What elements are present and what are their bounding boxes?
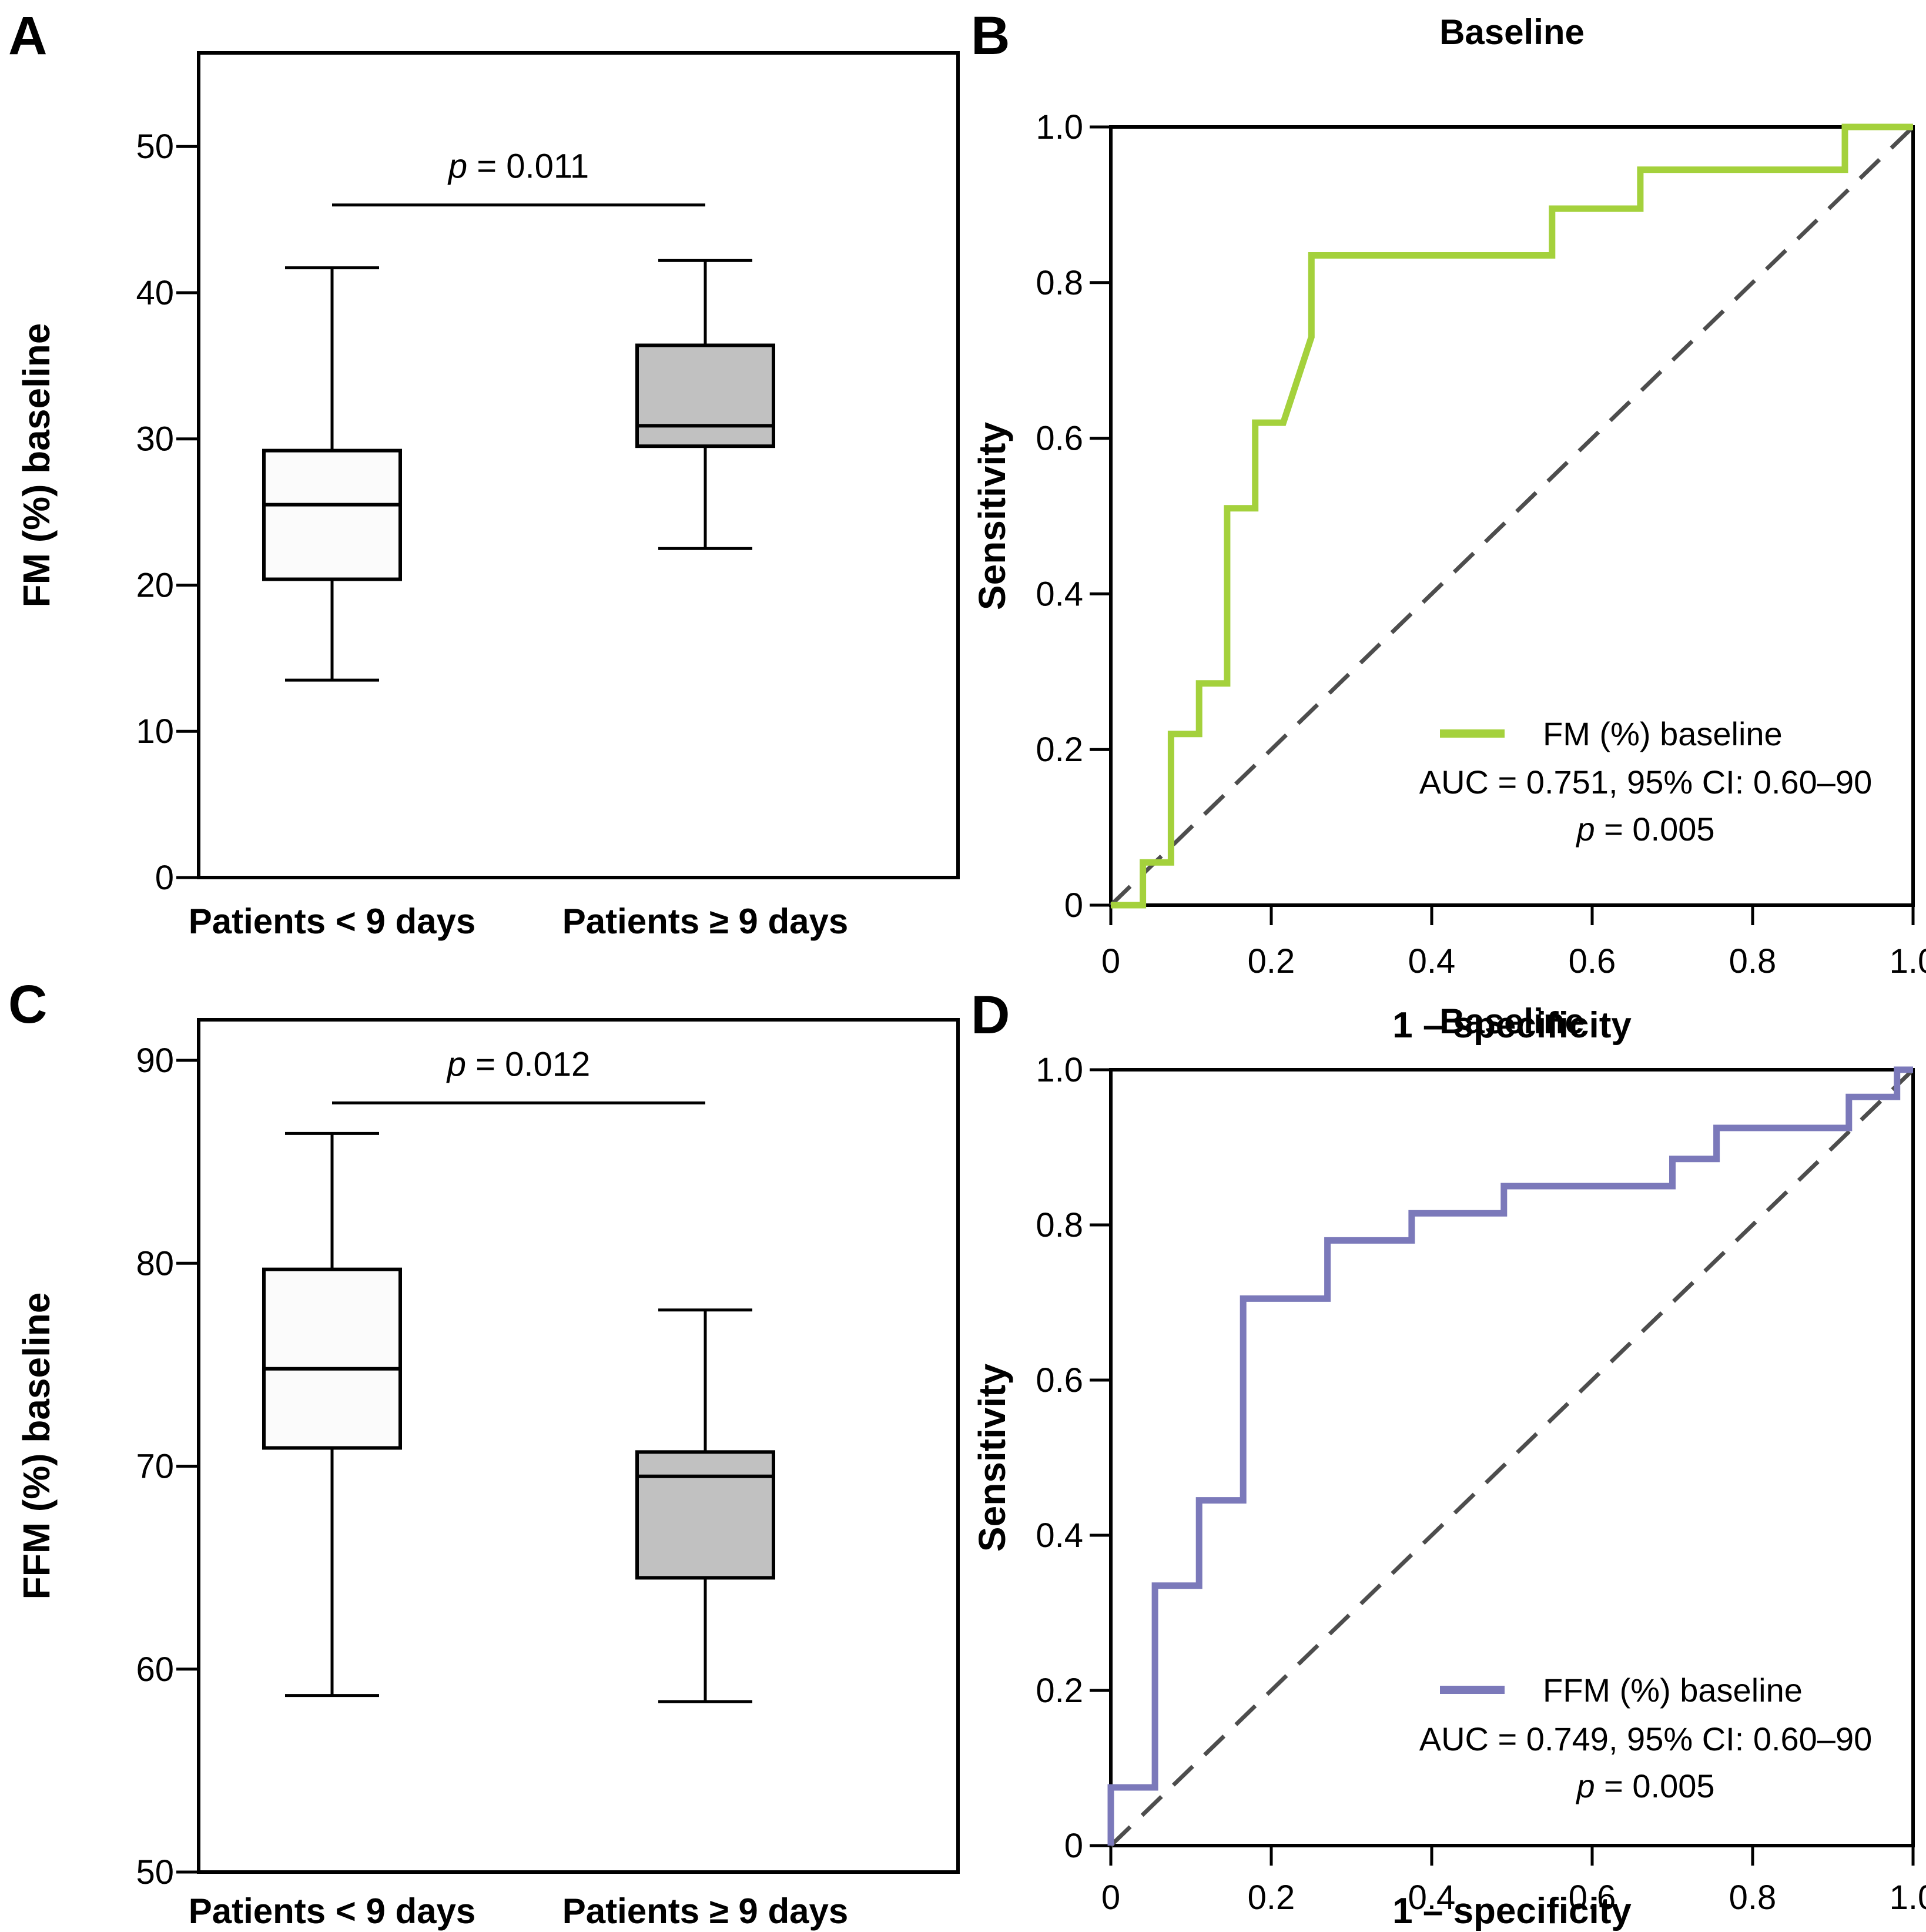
y-tick-label-B: 0.6 <box>1036 420 1083 458</box>
legend-label-B: FM (%) baseline <box>1543 715 1783 752</box>
y-tick-label-D: 1.0 <box>1036 1051 1083 1089</box>
panel-A: A 0 10 20 30 40 50 FM (%) baseline Patients < 9 … <box>8 6 960 941</box>
box-A-2 <box>635 259 775 550</box>
x-tick-label-B: 0.4 <box>1408 942 1456 980</box>
plot-border-D <box>1109 1068 1915 1847</box>
y-tick-label-A: 40 <box>136 274 174 312</box>
category-label-C-1: Patients < 9 days <box>189 1891 476 1931</box>
panel-letter-D: D <box>971 985 1010 1045</box>
x-tick-label-D: 0.8 <box>1729 1879 1777 1917</box>
x-axis-title-B: 1 – specificity <box>1392 1005 1632 1046</box>
y-tick-label-C: 90 <box>136 1042 174 1080</box>
panel-letter-C: C <box>8 975 47 1034</box>
y-tick-label-B: 1.0 <box>1036 108 1083 146</box>
y-tick-label-A: 10 <box>136 712 174 751</box>
y-tick-label-C: 50 <box>136 1853 174 1891</box>
y-tick-label-A: 0 <box>155 859 174 897</box>
y-tick-label-D: 0.8 <box>1036 1206 1083 1244</box>
y-tick-label-A: 50 <box>136 128 174 166</box>
y-tick-label-B: 0.4 <box>1036 575 1083 613</box>
y-tick-label-D: 0.6 <box>1036 1361 1083 1399</box>
legend-auc-D: AUC = 0.749, 95% CI: 0.60–90 <box>1419 1720 1873 1757</box>
roc-curve-D <box>1107 1066 1913 1846</box>
y-axis-title-A: FM (%) baseline <box>15 323 58 608</box>
y-tick-label-B: 0.8 <box>1036 264 1083 302</box>
panel-title-D: Baseline <box>1439 1002 1585 1041</box>
p-value-label-A: p = 0.011 <box>447 148 589 186</box>
iqr-box <box>635 1450 775 1580</box>
x-tick-label-B: 1.0 <box>1890 942 1926 980</box>
x-tick-label-D: 0.4 <box>1408 1879 1456 1917</box>
y-tick-label-A: 20 <box>136 566 174 604</box>
y-tick-label-B: 0.2 <box>1036 731 1083 769</box>
roc-curve-B <box>1111 123 1913 909</box>
y-axis-title-C: FFM (%) baseline <box>15 1293 58 1600</box>
plot-border-C <box>197 1018 960 1874</box>
y-tick-label-C: 60 <box>136 1650 174 1689</box>
y-axis-title-D: Sensitivity <box>971 1364 1013 1552</box>
y-axis-title-B: Sensitivity <box>971 422 1013 611</box>
panel-letter-A: A <box>8 6 47 66</box>
legend-p-value-B: p = 0.005 <box>1575 811 1714 848</box>
panel-C: C 50 60 70 80 90 FFM (%) baseline Patients < 9 … <box>8 975 960 1931</box>
x-tick-label-B: 0.6 <box>1569 942 1616 980</box>
box-C-2 <box>635 1308 775 1703</box>
x-tick-label-B: 0 <box>1101 942 1120 980</box>
legend-p-value-D: p = 0.005 <box>1575 1767 1714 1804</box>
iqr-box <box>635 343 775 448</box>
legend-label-D: FFM (%) baseline <box>1543 1672 1803 1709</box>
y-tick-label-D: 0.4 <box>1036 1516 1083 1555</box>
x-tick-label-D: 0 <box>1101 1879 1120 1917</box>
plot-border-B <box>1109 125 1915 907</box>
p-value-label-C: p = 0.012 <box>446 1046 591 1084</box>
y-tick-label-C: 80 <box>136 1244 174 1283</box>
plot-border-A <box>197 51 960 879</box>
panel-D: D Baseline 0 0.2 0.4 0.6 0.8 1.0 0 0.2 0.4 0.6 0.8 1.… <box>971 985 1926 1931</box>
chance-diagonal-D <box>1109 1068 1915 1847</box>
legend-auc-B: AUC = 0.751, 95% CI: 0.60–90 <box>1419 764 1873 801</box>
iqr-box <box>262 448 402 581</box>
y-tick-label-D: 0 <box>1064 1827 1083 1865</box>
box-C-1 <box>262 1131 402 1697</box>
x-tick-label-D: 0.6 <box>1569 1879 1616 1917</box>
y-tick-label-C: 70 <box>136 1448 174 1486</box>
iqr-box <box>262 1267 402 1450</box>
panel-letter-B: B <box>971 6 1010 66</box>
category-label-C-2: Patients ≥ 9 days <box>562 1891 848 1931</box>
x-tick-label-B: 0.2 <box>1248 942 1295 980</box>
x-axis-title-D: 1 – specificity <box>1392 1891 1632 1931</box>
category-label-A-2: Patients ≥ 9 days <box>562 902 848 941</box>
y-tick-label-B: 0 <box>1064 886 1083 925</box>
panel-title-B: Baseline <box>1439 12 1585 52</box>
y-tick-label-D: 0.2 <box>1036 1672 1083 1710</box>
box-A-1 <box>262 266 402 682</box>
category-label-A-1: Patients < 9 days <box>189 902 476 941</box>
y-tick-label-A: 30 <box>136 420 174 458</box>
chance-diagonal-B <box>1109 125 1915 907</box>
x-tick-label-B: 0.8 <box>1729 942 1777 980</box>
x-tick-label-D: 0.2 <box>1248 1879 1295 1917</box>
panel-B: B Baseline 0 0.2 0.4 0.6 0.8 1.0 0 0.2 0.4 0.6 0.8 1.… <box>971 6 1926 1046</box>
x-tick-label-D: 1.0 <box>1890 1879 1926 1917</box>
